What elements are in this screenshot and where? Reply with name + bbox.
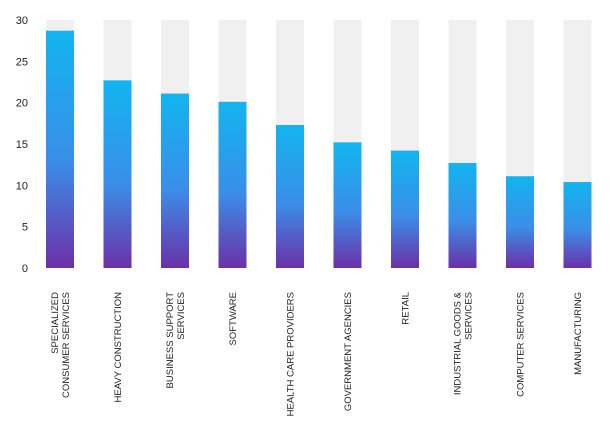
bar (46, 30, 74, 268)
y-tick-label: 15 (16, 139, 28, 151)
bar (161, 93, 189, 268)
y-tick-label: 20 (16, 98, 28, 110)
x-category-label: RETAIL (401, 292, 412, 325)
y-tick-label: 30 (16, 15, 28, 27)
x-category-label: HEAVY CONSTRUCTION (113, 292, 124, 403)
x-category-label: INDUSTRIAL GOODS &SERVICES (453, 291, 475, 395)
bar (506, 176, 534, 268)
bar (448, 163, 477, 268)
bar (333, 142, 362, 268)
bar (276, 124, 304, 268)
bar (103, 80, 132, 268)
x-category-label: HEALTH CARE PROVIDERS (286, 292, 297, 416)
bar (563, 182, 592, 268)
x-category-label: SOFTWARE (228, 292, 239, 345)
x-category-label: GOVERNMENT AGENCIES (343, 292, 354, 411)
bar (391, 150, 419, 268)
y-tick-label: 10 (16, 180, 28, 192)
y-tick-label: 5 (22, 222, 28, 234)
bar (218, 101, 247, 268)
x-category-label: BUSINESS SUPPORTSERVICES (165, 292, 187, 389)
y-tick-label: 0 (22, 263, 28, 275)
y-tick-label: 25 (16, 56, 28, 68)
x-category-label: COMPUTER SERVICES (516, 292, 527, 397)
x-category-label: MANUFACTURING (573, 292, 584, 375)
x-category-label: SPECIALIZEDCONSUMER SERVICES (50, 292, 72, 398)
